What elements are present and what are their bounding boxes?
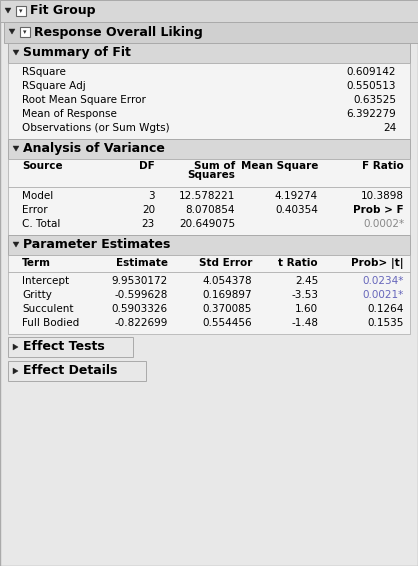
Text: Mean of Response: Mean of Response bbox=[22, 109, 117, 119]
Bar bbox=[8, 235, 410, 255]
Text: 0.550513: 0.550513 bbox=[347, 81, 396, 91]
Text: RSquare: RSquare bbox=[22, 67, 66, 77]
Text: 20: 20 bbox=[142, 205, 155, 215]
Text: 0.370085: 0.370085 bbox=[203, 304, 252, 314]
Text: 3: 3 bbox=[148, 191, 155, 201]
Bar bbox=[16, 6, 26, 16]
Bar bbox=[0, 0, 418, 22]
Text: C. Total: C. Total bbox=[22, 219, 60, 229]
Text: 2.45: 2.45 bbox=[295, 276, 318, 286]
Text: -0.599628: -0.599628 bbox=[115, 290, 168, 300]
Text: -1.48: -1.48 bbox=[291, 318, 318, 328]
Text: 6.392279: 6.392279 bbox=[346, 109, 396, 119]
Text: Squares: Squares bbox=[187, 170, 235, 180]
Text: 23: 23 bbox=[142, 219, 155, 229]
Text: 0.609142: 0.609142 bbox=[347, 67, 396, 77]
Text: Mean Square: Mean Square bbox=[241, 161, 318, 171]
Text: Sum of: Sum of bbox=[194, 161, 235, 171]
Polygon shape bbox=[9, 29, 15, 34]
Text: Effect Tests: Effect Tests bbox=[23, 340, 105, 353]
Text: 0.554456: 0.554456 bbox=[202, 318, 252, 328]
Text: 4.19274: 4.19274 bbox=[275, 191, 318, 201]
Bar bbox=[8, 139, 410, 159]
Text: Root Mean Square Error: Root Mean Square Error bbox=[22, 95, 146, 105]
Bar bbox=[8, 43, 410, 63]
Text: 0.1535: 0.1535 bbox=[367, 318, 404, 328]
Polygon shape bbox=[13, 344, 18, 350]
Text: 0.5903326: 0.5903326 bbox=[112, 304, 168, 314]
Text: Model: Model bbox=[22, 191, 53, 201]
Bar bbox=[8, 187, 410, 235]
Text: DF: DF bbox=[139, 161, 155, 171]
Text: Response Overall Liking: Response Overall Liking bbox=[34, 26, 203, 39]
Text: Succulent: Succulent bbox=[22, 304, 74, 314]
Text: Effect Details: Effect Details bbox=[23, 364, 117, 377]
Text: Prob > F: Prob > F bbox=[353, 205, 404, 215]
Text: Error: Error bbox=[22, 205, 48, 215]
Polygon shape bbox=[13, 50, 19, 55]
Text: 24: 24 bbox=[383, 123, 396, 133]
Text: Parameter Estimates: Parameter Estimates bbox=[23, 238, 171, 251]
Text: Intercept: Intercept bbox=[22, 276, 69, 286]
Text: 0.0234*: 0.0234* bbox=[363, 276, 404, 286]
Polygon shape bbox=[13, 146, 19, 151]
Text: ▾: ▾ bbox=[23, 29, 27, 35]
Bar bbox=[8, 361, 146, 381]
Text: 4.054378: 4.054378 bbox=[202, 276, 252, 286]
Text: 0.0002*: 0.0002* bbox=[363, 219, 404, 229]
Text: Estimate: Estimate bbox=[116, 258, 168, 268]
Bar bbox=[20, 27, 30, 37]
Polygon shape bbox=[5, 8, 11, 13]
Text: Fit Group: Fit Group bbox=[30, 4, 95, 17]
Text: 10.3898: 10.3898 bbox=[361, 191, 404, 201]
Text: Summary of Fit: Summary of Fit bbox=[23, 46, 131, 59]
Bar bbox=[8, 63, 410, 139]
Bar bbox=[8, 272, 410, 334]
Text: 1.60: 1.60 bbox=[295, 304, 318, 314]
Text: -0.822699: -0.822699 bbox=[115, 318, 168, 328]
Text: F Ratio: F Ratio bbox=[362, 161, 404, 171]
Text: Full Bodied: Full Bodied bbox=[22, 318, 79, 328]
Bar bbox=[4, 22, 418, 43]
Text: RSquare Adj: RSquare Adj bbox=[22, 81, 86, 91]
Text: Source: Source bbox=[22, 161, 63, 171]
Text: 0.169897: 0.169897 bbox=[202, 290, 252, 300]
Bar bbox=[8, 159, 410, 187]
Text: 0.1264: 0.1264 bbox=[367, 304, 404, 314]
Polygon shape bbox=[13, 368, 18, 374]
Text: Analysis of Variance: Analysis of Variance bbox=[23, 142, 165, 155]
Text: 12.578221: 12.578221 bbox=[178, 191, 235, 201]
Text: Std Error: Std Error bbox=[199, 258, 252, 268]
Text: Prob> |t|: Prob> |t| bbox=[352, 258, 404, 269]
Text: Observations (or Sum Wgts): Observations (or Sum Wgts) bbox=[22, 123, 170, 133]
Text: 0.40354: 0.40354 bbox=[275, 205, 318, 215]
Text: ▾: ▾ bbox=[19, 8, 23, 14]
Text: t Ratio: t Ratio bbox=[278, 258, 318, 268]
Text: 20.649075: 20.649075 bbox=[179, 219, 235, 229]
Text: 9.9530172: 9.9530172 bbox=[112, 276, 168, 286]
Text: 0.0021*: 0.0021* bbox=[363, 290, 404, 300]
Text: -3.53: -3.53 bbox=[291, 290, 318, 300]
Text: 8.070854: 8.070854 bbox=[186, 205, 235, 215]
Text: 0.63525: 0.63525 bbox=[353, 95, 396, 105]
Bar bbox=[8, 337, 133, 357]
Polygon shape bbox=[13, 242, 19, 247]
Text: Term: Term bbox=[22, 258, 51, 268]
Bar bbox=[8, 255, 410, 272]
Text: Gritty: Gritty bbox=[22, 290, 52, 300]
